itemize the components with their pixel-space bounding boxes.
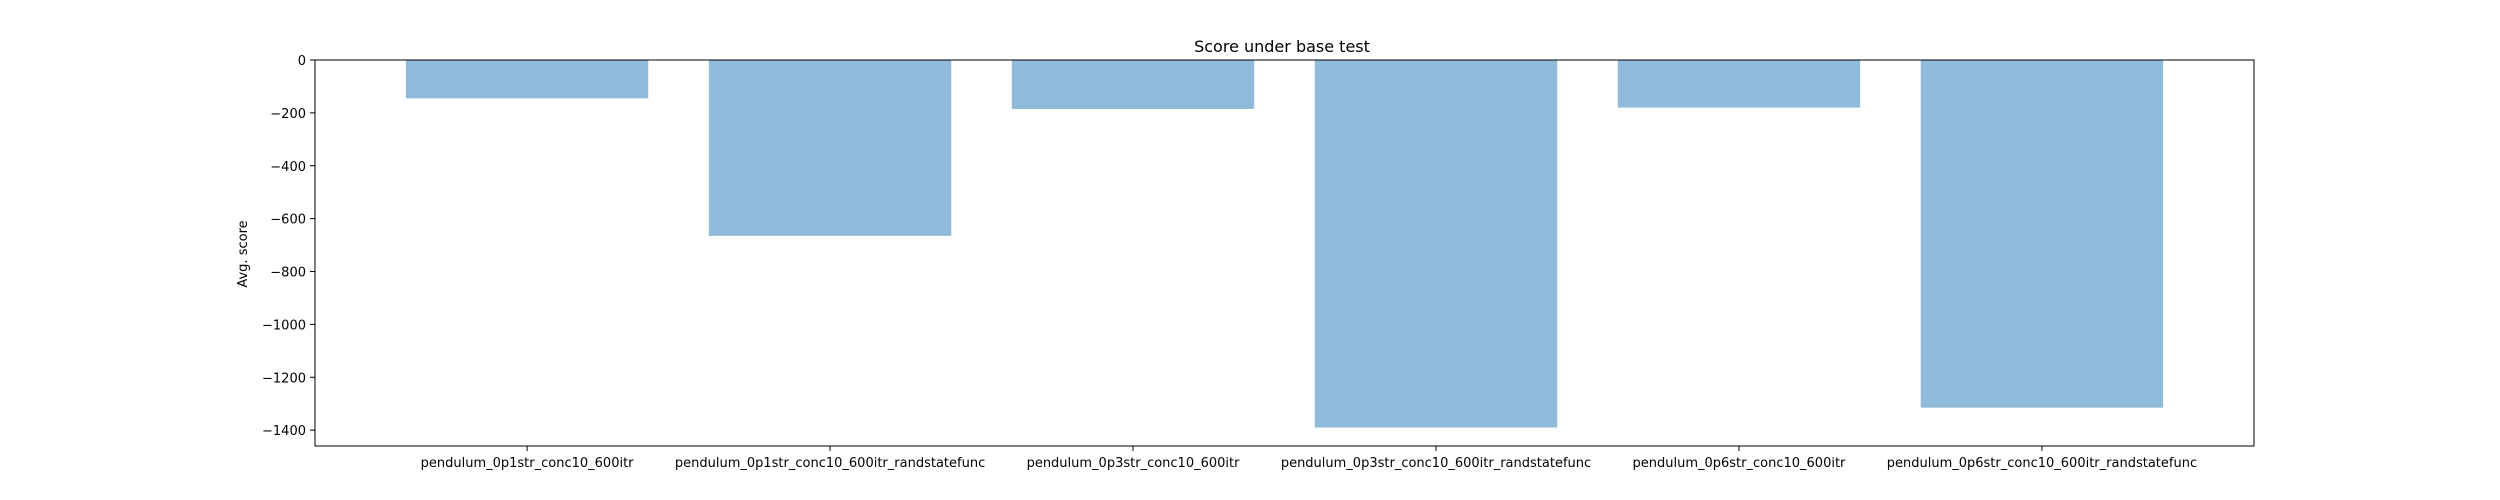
- chart-title: Score under base test: [1194, 37, 1370, 56]
- y-tick-label: −200: [270, 107, 306, 122]
- bar-pendulum_0p3str_conc10_600itr: [1011, 60, 1255, 109]
- bars-group: [405, 60, 2164, 428]
- x-tick-label: pendulum_0p3str_conc10_600itr_randstatef…: [1281, 456, 1591, 471]
- y-tick-label: −600: [270, 213, 306, 228]
- y-tick-label: −1000: [262, 318, 306, 333]
- y-tick-label: 0: [298, 54, 306, 69]
- bar-pendulum_0p1str_conc10_600itr: [405, 60, 649, 99]
- y-axis: 0 −200 −400 −600 −800 −1000 −1200 −1400: [262, 54, 315, 439]
- y-tick-label: −1400: [262, 424, 306, 439]
- x-tick-label: pendulum_0p6str_conc10_600itr_randstatef…: [1887, 456, 2197, 471]
- y-axis-label: Avg. score: [236, 220, 251, 287]
- x-tick-label: pendulum_0p1str_conc10_600itr_randstatef…: [675, 456, 985, 471]
- bar-pendulum_0p1str_conc10_600itr_randstatefunc: [708, 60, 952, 236]
- bar-pendulum_0p6str_conc10_600itr: [1617, 60, 1861, 108]
- x-axis: pendulum_0p1str_conc10_600itr pendulum_0p…: [421, 446, 2197, 471]
- x-tick-label: pendulum_0p6str_conc10_600itr: [1633, 456, 1847, 471]
- x-tick-label: pendulum_0p3str_conc10_600itr: [1027, 456, 1241, 471]
- x-tick-label: pendulum_0p1str_conc10_600itr: [421, 456, 635, 471]
- y-tick-label: −1200: [262, 371, 306, 386]
- y-tick-label: −400: [270, 160, 306, 175]
- y-tick-label: −800: [270, 266, 306, 281]
- bar-pendulum_0p6str_conc10_600itr_randstatefunc: [1920, 60, 2164, 408]
- plot-frame: [314, 59, 2255, 447]
- bar-pendulum_0p3str_conc10_600itr_randstatefunc: [1314, 60, 1558, 428]
